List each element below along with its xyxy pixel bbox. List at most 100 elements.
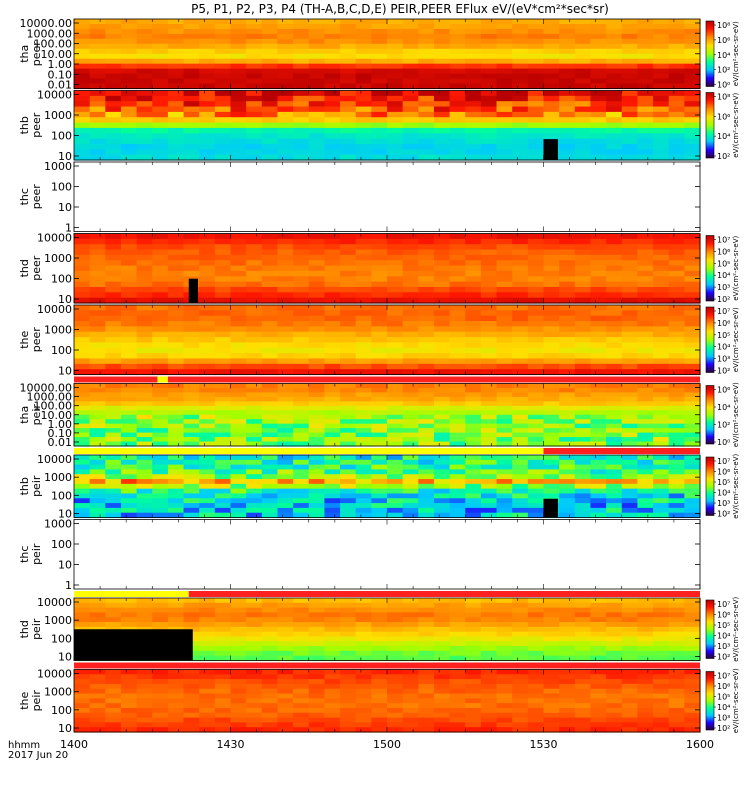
spectrogram-cell [496, 133, 513, 140]
spectrogram-cell [261, 265, 279, 272]
spectrogram-cell [105, 58, 122, 65]
spectrogram-cell [606, 498, 623, 504]
spectrogram-cell [355, 483, 372, 490]
spectrogram-cell [74, 488, 91, 495]
spectrogram-cell [136, 688, 153, 695]
spectrogram-cell [465, 249, 482, 256]
spectrogram-cell [308, 48, 325, 55]
spectrogram-cell [199, 437, 216, 443]
spectrogram-cell [152, 507, 169, 514]
spectrogram-cell [668, 276, 685, 283]
spectrogram-cell [308, 679, 325, 685]
spectrogram-cell [433, 292, 451, 299]
spectrogram-cell [637, 483, 654, 490]
spectrogram-cell [340, 392, 357, 398]
spectrogram-cell [74, 717, 91, 723]
spectrogram-cell [449, 483, 466, 490]
spectrogram-cell [480, 503, 498, 509]
spectrogram-cell [559, 154, 576, 161]
spectrogram-cell [293, 503, 310, 509]
spectrogram-cell [433, 43, 451, 50]
spectrogram-cell [277, 498, 294, 504]
spectrogram-cell [559, 369, 576, 376]
spectrogram-cell [621, 28, 638, 35]
spectrogram-cell [418, 58, 435, 65]
spectrogram-cell [261, 392, 279, 398]
y-tick-label: 10.00 [41, 48, 73, 61]
spectrogram-cell [480, 249, 498, 256]
spectrogram-cell [246, 626, 263, 633]
spectrogram-cell [167, 315, 185, 322]
spectrogram-cell [684, 722, 701, 728]
spectrogram-cell [74, 410, 91, 416]
spectrogram-cell [637, 464, 654, 471]
spectrogram-cell [496, 617, 513, 623]
spectrogram-cell [230, 423, 247, 429]
spectrogram-cell [199, 464, 216, 471]
spectrogram-cell [590, 650, 607, 657]
spectrogram-cell [246, 392, 263, 398]
spectrogram-cell [324, 507, 341, 514]
spectrogram-cell [293, 138, 310, 145]
spectrogram-cell [277, 369, 294, 376]
spectrogram-cell [418, 154, 435, 161]
spectrogram-cell [167, 358, 185, 365]
spectrogram-cell [512, 707, 529, 714]
spectrogram-cell [418, 679, 435, 685]
spectrogram-cell [684, 688, 701, 695]
spectrogram-cell [668, 423, 685, 429]
spectrogram-cell [152, 717, 169, 723]
spectrogram-cell [277, 419, 294, 425]
spectrogram-cell [340, 73, 357, 80]
spectrogram-cell [637, 90, 654, 97]
spectrogram-cell [606, 650, 623, 657]
spectrogram-cell [621, 683, 638, 690]
spectrogram-cell [371, 669, 388, 675]
spectrogram-cell [277, 53, 294, 60]
spectrogram-cell [559, 698, 576, 704]
spectrogram-cell [308, 646, 325, 652]
spectrogram-cell [606, 73, 623, 80]
spectrogram-cell [465, 693, 482, 699]
spectrogram-cell [402, 122, 419, 129]
spectrogram-cell [277, 342, 294, 349]
spectrogram-cell [668, 310, 685, 317]
spectrogram-cell [152, 674, 169, 680]
spectrogram-cell [449, 265, 466, 272]
spectrogram-cell [653, 683, 670, 690]
spectrogram-cell [433, 646, 451, 652]
spectrogram-cell [668, 607, 685, 614]
spectrogram-cell [277, 507, 294, 514]
spectrogram-cell [637, 437, 654, 443]
spectrogram-cell [183, 48, 200, 55]
spectrogram-cell [684, 260, 701, 267]
spectrogram-cell [480, 598, 498, 604]
spectrogram-cell [387, 233, 404, 240]
spectrogram-cell [371, 512, 388, 519]
spectrogram-cell [449, 48, 466, 55]
spectrogram-cell [152, 401, 169, 407]
spectrogram-cell [418, 331, 435, 338]
spectrogram-cell [308, 260, 325, 267]
spectrogram-cell [246, 133, 263, 140]
spectrogram-cell [152, 38, 169, 45]
spectrogram-cell [527, 602, 545, 609]
spectrogram-cell [167, 254, 185, 261]
spectrogram-cell [668, 249, 685, 256]
spectrogram-cell [230, 270, 247, 277]
y-tick-label: 10 [58, 293, 72, 306]
spectrogram-cell [574, 347, 592, 354]
spectrogram-cell [543, 383, 560, 389]
spectrogram-cell [167, 469, 185, 475]
spectrogram-cell [387, 117, 404, 124]
spectrogram-cell [371, 455, 388, 461]
spectrogram-cell [590, 265, 607, 272]
spectrogram-cell [668, 244, 685, 251]
spectrogram-cell [590, 58, 607, 65]
spectrogram-cell [637, 73, 654, 80]
spectrogram-cell [183, 254, 200, 261]
spectrogram-cell [167, 117, 185, 124]
spectrogram-cell [606, 337, 623, 344]
spectrogram-cell [293, 342, 310, 349]
